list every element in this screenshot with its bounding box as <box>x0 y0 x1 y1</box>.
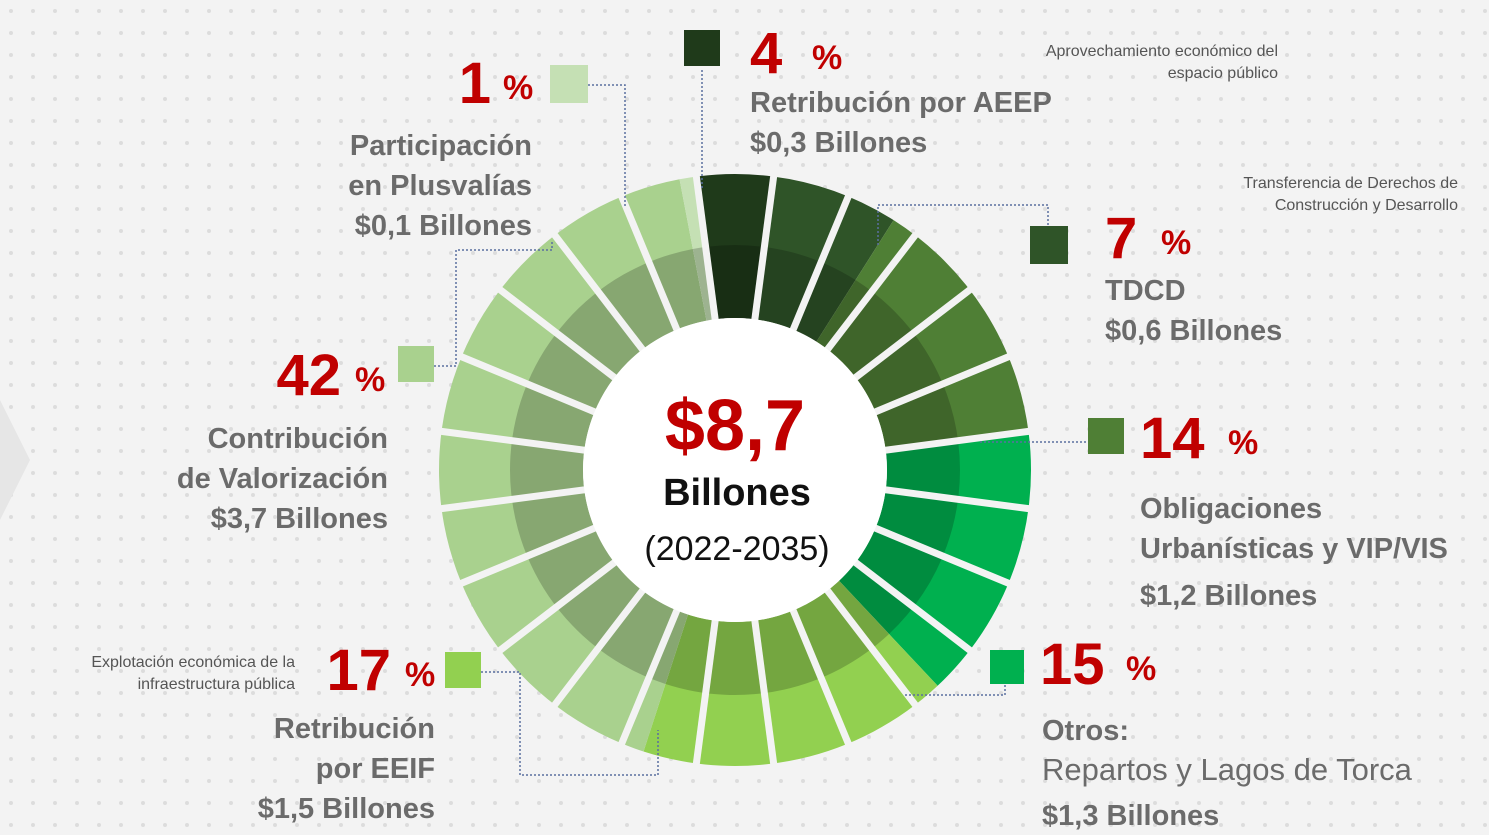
legend-swatch <box>550 65 588 103</box>
segment-amount: $3,7 Billones <box>211 503 388 535</box>
donut-hole <box>583 318 887 622</box>
legend-swatch <box>684 30 720 66</box>
segment-divider <box>617 607 681 747</box>
segment-inner-shade <box>706 244 764 320</box>
segment-name: de Valorización <box>177 463 388 495</box>
segment-name: TDCD <box>1105 275 1186 307</box>
segment-note: Construcción y Desarrollo <box>1275 197 1458 214</box>
percent-value: 42 <box>276 343 341 408</box>
center-value: $8,7 <box>665 386 805 466</box>
segment-divider <box>751 618 778 766</box>
legend-swatch <box>1030 226 1068 264</box>
connector <box>481 671 659 776</box>
segment-divider <box>751 174 778 322</box>
connector <box>877 204 1049 245</box>
segment-amount: $0,6 Billones <box>1105 315 1282 347</box>
segment-name: Otros: <box>1042 715 1129 747</box>
segment-divider <box>550 586 647 709</box>
segment-note: Aprovechamiento económico del <box>1046 43 1278 60</box>
connector <box>588 84 626 208</box>
segment-name: Retribución por AEEP <box>750 87 1052 119</box>
donut <box>439 174 1031 767</box>
segment-divider <box>617 193 681 333</box>
segment <box>679 176 716 321</box>
percent-sign: % <box>812 39 842 77</box>
segment-amount: $1,5 Billones <box>258 793 435 825</box>
connector <box>434 240 553 367</box>
segment-divider <box>550 231 647 354</box>
segment-divider <box>789 607 853 747</box>
segment-note: Explotación económica de la <box>91 654 295 671</box>
segment <box>439 179 707 752</box>
segment-name: Urbanísticas y VIP/VIS <box>1140 533 1448 565</box>
segment-note: infraestructura pública <box>138 676 296 693</box>
segment-divider <box>851 558 974 655</box>
segment-name: Retribución <box>274 713 435 745</box>
segment-amount: $0,3 Billones <box>750 127 927 159</box>
segment-note: espacio público <box>1168 65 1278 82</box>
percent-value: 14 <box>1140 406 1205 471</box>
percent-sign: % <box>1161 224 1191 262</box>
segment-name: Contribución <box>208 423 388 455</box>
percent-sign: % <box>1126 650 1156 688</box>
center-period: (2022-2035) <box>644 530 829 568</box>
segment-name: Participación <box>350 130 532 162</box>
center-unit: Billones <box>663 472 811 514</box>
segment <box>816 220 1029 451</box>
labels: 4 % Retribución por AEEP $0,3 Billones Aprov… <box>91 21 1458 832</box>
segment-inner-shade <box>665 580 890 695</box>
segment-divider <box>458 352 598 416</box>
segment-divider <box>823 231 920 354</box>
percent-value: 17 <box>326 638 391 703</box>
percent-sign: % <box>503 69 533 107</box>
percent-sign: % <box>1228 424 1258 462</box>
legend-swatch <box>1088 418 1124 454</box>
percent-sign: % <box>405 656 435 694</box>
segment-amount: $0,1 Billones <box>355 210 532 242</box>
segment-note: Transferencia de Derechos de <box>1243 175 1458 192</box>
segment-divider <box>872 524 1012 588</box>
segment-divider <box>883 486 1031 513</box>
segment-divider <box>872 352 1012 416</box>
segment-divider <box>851 285 974 382</box>
legend-swatch <box>398 346 434 382</box>
segment <box>839 432 1031 686</box>
segment-divider <box>439 486 587 513</box>
percent-value: 4 <box>750 21 782 86</box>
segment-divider <box>439 427 587 454</box>
segment-divider <box>789 193 853 333</box>
legend-swatch <box>445 652 481 688</box>
segment-divider <box>883 427 1031 454</box>
segment-amount: $1,2 Billones <box>1140 580 1317 612</box>
segment-amount: $1,3 Billones <box>1042 800 1219 832</box>
segment-inner-shade <box>510 248 707 684</box>
percent-value: 7 <box>1105 206 1137 271</box>
segment-divider <box>496 558 619 655</box>
legend-swatch <box>990 650 1024 684</box>
connector <box>905 684 1006 696</box>
segment-divider <box>692 174 719 322</box>
percent-sign: % <box>355 361 385 399</box>
segment-divider <box>823 586 920 709</box>
segment <box>697 174 773 320</box>
segment-detail: Repartos y Lagos de Torca <box>1042 752 1413 787</box>
decor-chevron <box>0 400 30 520</box>
segment-divider <box>692 618 719 766</box>
segment-divider <box>496 285 619 382</box>
percent-value: 1 <box>459 51 491 116</box>
segment-divider <box>458 524 598 588</box>
segment-name: Obligaciones <box>1140 493 1322 525</box>
segment-name: por EEIF <box>316 753 435 785</box>
segment-name: en Plusvalías <box>348 170 532 202</box>
percent-value: 15 <box>1040 632 1105 697</box>
